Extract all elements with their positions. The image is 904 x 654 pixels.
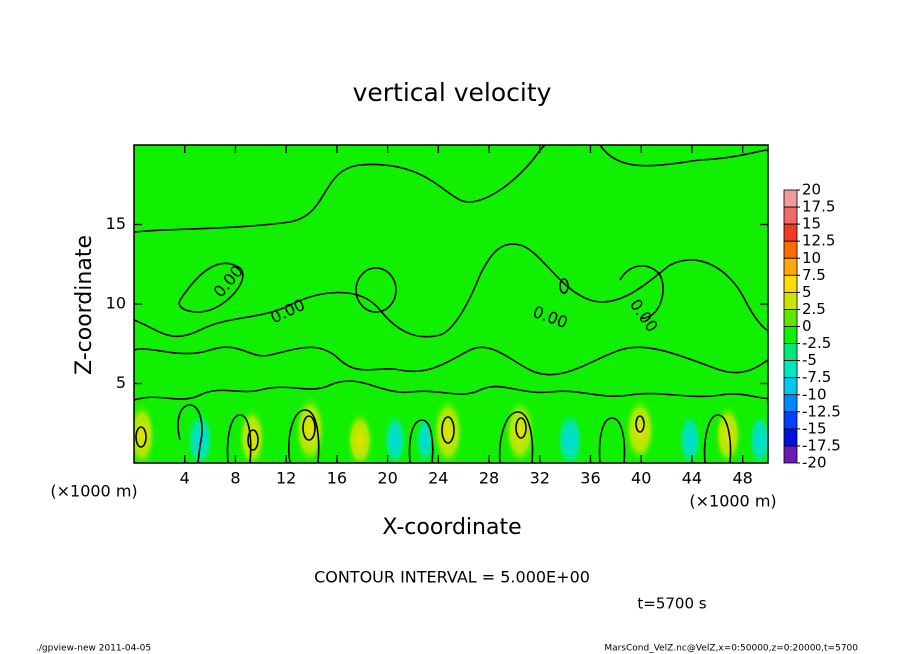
colorbar-box xyxy=(783,360,798,379)
colorbar-label: 5 xyxy=(802,283,812,301)
colorbar-box xyxy=(783,189,798,208)
x-tick-label: 24 xyxy=(428,469,448,488)
x-unit-label: (×1000 m) xyxy=(50,482,137,501)
colorbar-label: -10 xyxy=(802,385,827,403)
colorbar-box xyxy=(783,411,798,430)
colorbar-box xyxy=(783,377,798,396)
colorbar-box xyxy=(783,257,798,276)
colorbar-label: -12.5 xyxy=(802,402,841,420)
x-unit-label: (×1000 m) xyxy=(689,492,776,511)
colorbar-label: 20 xyxy=(802,181,821,199)
shading xyxy=(134,394,768,463)
x-tick-label: 36 xyxy=(580,469,600,488)
colorbar-box xyxy=(783,309,798,327)
colorbar-box xyxy=(783,206,798,225)
colorbar-box xyxy=(783,343,798,362)
colorbar-label: -20 xyxy=(802,454,827,472)
x-tick-label: 20 xyxy=(377,469,397,488)
contour-lines xyxy=(134,145,768,463)
contour-field xyxy=(134,145,768,463)
colorbar-label: 7.5 xyxy=(802,266,826,284)
colorbar-label: -2.5 xyxy=(802,334,831,352)
x-tick-label: 8 xyxy=(230,469,240,488)
x-tick-label: 28 xyxy=(479,469,499,488)
colorbar-label: -7.5 xyxy=(802,368,831,386)
colorbar-box xyxy=(783,274,798,293)
colorbar-box xyxy=(783,291,798,310)
colorbar-label: 2.5 xyxy=(802,300,826,318)
x-tick-label: 32 xyxy=(530,469,550,488)
y-tick-label: 15 xyxy=(106,214,126,233)
colorbar-box xyxy=(783,326,798,344)
y-tick-label: 5 xyxy=(116,373,126,392)
colorbar-label: 0 xyxy=(802,317,812,335)
x-axis-label: X-coordinate xyxy=(382,515,521,540)
colorbar-box xyxy=(783,394,798,413)
colorbar-label: 15 xyxy=(802,215,821,233)
contour-interval: CONTOUR INTERVAL = 5.000E+00 xyxy=(314,568,590,587)
colorbar-box xyxy=(783,223,798,242)
footer-left: ./gpview-new 2011-04-05 xyxy=(36,644,151,654)
colorbar-label: -17.5 xyxy=(802,436,841,454)
colorbar-box xyxy=(783,428,798,447)
x-tick-label: 48 xyxy=(732,469,752,488)
x-tick-label: 4 xyxy=(180,469,190,488)
colorbar-box xyxy=(783,240,798,259)
colorbar-label: 10 xyxy=(802,249,821,267)
colorbar-label: 12.5 xyxy=(802,232,835,250)
y-tick-label: 10 xyxy=(106,294,126,313)
colorbar-label: 17.5 xyxy=(802,198,835,216)
x-tick-label: 16 xyxy=(327,469,347,488)
colorbar-label: -5 xyxy=(802,351,817,369)
footer-right: MarsCond_VelZ.nc@VelZ,x=0:50000,z=0:2000… xyxy=(604,644,858,654)
x-tick-label: 40 xyxy=(631,469,651,488)
colorbar-label: -15 xyxy=(802,419,827,437)
x-tick-label: 44 xyxy=(682,469,702,488)
time-label: t=5700 s xyxy=(637,595,706,613)
x-tick-label: 12 xyxy=(276,469,296,488)
chart-title: vertical velocity xyxy=(353,78,552,107)
colorbar-box xyxy=(783,445,798,464)
y-axis-label: Z-coordinate xyxy=(72,235,97,375)
